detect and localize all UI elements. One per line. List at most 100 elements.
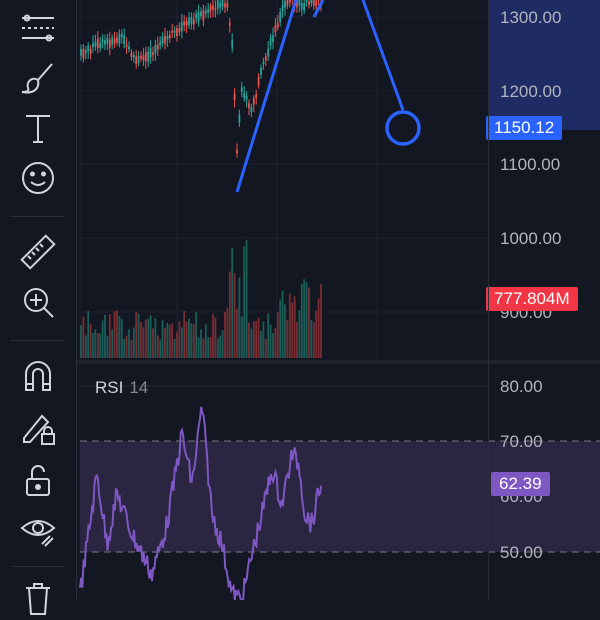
candle-body — [233, 93, 236, 101]
volume-bar — [159, 339, 162, 358]
volume-bar — [190, 322, 193, 358]
candle-body — [216, 0, 219, 9]
candle-body — [214, 8, 217, 11]
volume-bar — [197, 337, 200, 358]
candle-body — [279, 12, 282, 22]
candle-body — [118, 34, 121, 44]
volume-bar — [132, 327, 135, 358]
measure-tool[interactable] — [14, 230, 62, 274]
pane-divider[interactable] — [77, 360, 600, 364]
rsi-band-fill — [488, 441, 600, 552]
candle-body — [240, 87, 243, 92]
rsi-tick: 70.00 — [500, 432, 543, 451]
zoom-in-tool[interactable] — [14, 280, 62, 324]
volume-bar — [106, 336, 109, 358]
volume-bar — [185, 321, 188, 358]
volume-bar — [120, 319, 123, 358]
volume-bar — [111, 329, 114, 358]
candle-body — [236, 149, 238, 154]
magnet-icon — [25, 361, 51, 391]
volume-bar — [228, 271, 231, 358]
volume-bar — [274, 328, 277, 358]
rsi-pane[interactable]: 80.00 70.00 60.00 50.00 — [77, 364, 600, 600]
volume-bar — [180, 327, 183, 358]
candle-body — [288, 0, 291, 3]
lock-drawings-tool[interactable] — [14, 406, 62, 450]
candle-body — [224, 3, 226, 8]
chart-area[interactable]: 1300.00 1200.00 1100.00 1000.00 900.00 1… — [77, 0, 600, 600]
volume-bar — [231, 247, 234, 358]
volume-bar — [140, 321, 142, 358]
volume-bar — [308, 287, 310, 358]
candle-body — [276, 22, 279, 28]
candle-body — [264, 56, 267, 61]
drawing-anchor-handle[interactable] — [385, 110, 421, 146]
price-tick: 1100.00 — [500, 155, 560, 174]
price-tick: 1200.00 — [500, 82, 561, 101]
candle-body — [142, 55, 145, 61]
rsi-length: 14 — [129, 378, 149, 397]
candle-body — [120, 33, 123, 38]
candle-body — [238, 114, 241, 123]
volume-bar — [238, 277, 241, 358]
candle-body — [315, 0, 318, 6]
candle-body — [209, 5, 212, 12]
fib-lines-icon — [22, 14, 54, 42]
volume-bar — [171, 323, 174, 358]
rsi-legend[interactable]: RSI 14 — [95, 378, 148, 398]
volume-bar — [87, 310, 90, 358]
trend-line-segment[interactable] — [361, 0, 405, 111]
candle-body — [128, 46, 130, 50]
text-tool[interactable] — [14, 106, 62, 150]
volume-bar — [224, 311, 226, 358]
candle-body — [255, 93, 258, 98]
volume-bar — [281, 290, 284, 358]
candle-body — [231, 39, 234, 48]
volume-bar — [144, 319, 147, 358]
volume-bar — [317, 298, 320, 358]
candle-body — [180, 21, 183, 32]
emoji-tool[interactable] — [14, 156, 62, 200]
candle-body — [137, 55, 140, 64]
trend-line-segment[interactable] — [312, 0, 325, 18]
volume-bar — [125, 335, 128, 358]
volume-bar — [320, 284, 322, 358]
candle-body — [281, 4, 284, 12]
volume-bar — [113, 311, 116, 358]
trash-icon — [26, 583, 50, 615]
candle-body — [197, 11, 200, 22]
price-chart[interactable]: 1300.00 1200.00 1100.00 1000.00 900.00 — [77, 0, 600, 360]
toolbar-separator — [10, 340, 64, 341]
candle-body — [262, 61, 265, 64]
volume-bar — [118, 316, 121, 358]
volume-bar — [279, 300, 282, 358]
candle-body — [257, 76, 260, 86]
volume-bar — [250, 328, 253, 358]
smiley-icon — [22, 162, 54, 194]
volume-bar — [176, 331, 178, 358]
trend-line-segment[interactable] — [235, 0, 298, 193]
hide-drawings-tool[interactable] — [14, 508, 62, 552]
candle-body — [82, 49, 85, 59]
brush-tool[interactable] — [14, 56, 62, 100]
volume-bar — [276, 312, 279, 358]
volume-bar — [236, 308, 238, 358]
candle-body — [221, 0, 224, 7]
volume-bar — [188, 318, 190, 358]
fib-retracement-tool[interactable] — [14, 6, 62, 50]
volume-bar — [219, 335, 222, 358]
magnet-tool[interactable] — [14, 354, 62, 398]
drawing-toolbar — [0, 0, 77, 615]
volume-bar — [260, 331, 262, 358]
volume-bar — [178, 321, 181, 358]
unlock-tool[interactable] — [14, 458, 62, 502]
volume-bar — [135, 312, 138, 358]
candle-body — [183, 21, 186, 26]
trash-tool[interactable] — [14, 576, 62, 620]
price-tick: 1300.00 — [500, 8, 561, 27]
volume-bar — [128, 329, 130, 358]
volume-bar — [262, 321, 265, 358]
candle-body — [317, 0, 320, 1]
candle-body — [296, 0, 298, 8]
trend-line-drawing[interactable] — [235, 0, 421, 193]
